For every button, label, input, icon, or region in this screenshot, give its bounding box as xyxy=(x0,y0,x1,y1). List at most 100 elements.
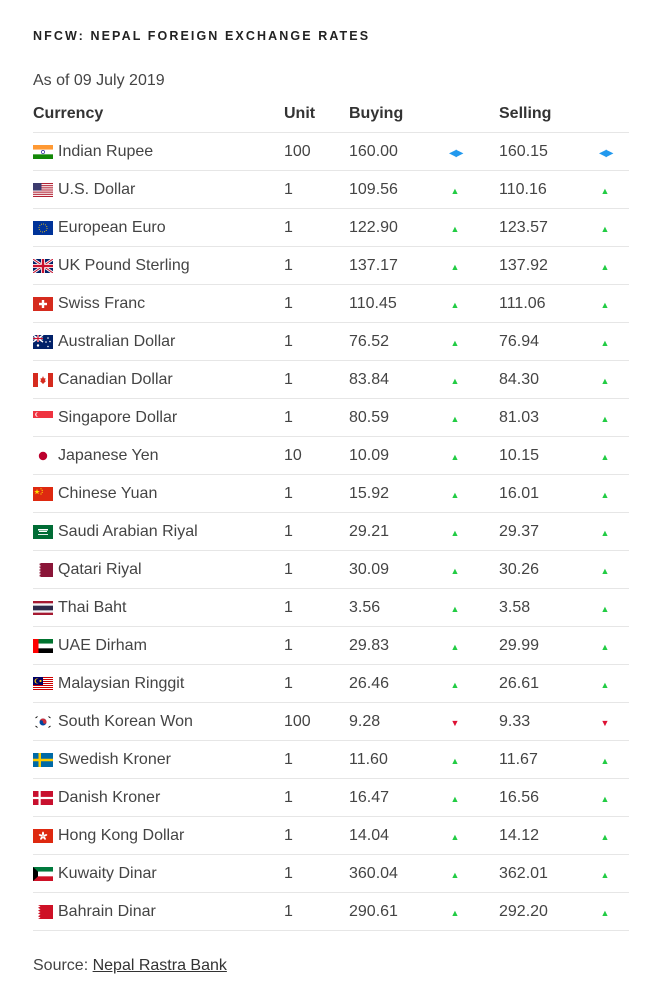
currency-name: Swedish Kroner xyxy=(58,750,171,768)
kuwait-flag-icon xyxy=(33,866,53,881)
trend-up-icon: ▲ xyxy=(450,527,460,538)
currency-cell: Qatari Riyal xyxy=(33,550,284,589)
selling-cell: 9.33 xyxy=(499,702,599,741)
trend-up-icon: ▲ xyxy=(450,679,460,690)
trend-up-icon: ▲ xyxy=(450,489,460,500)
table-row: Kuwaity Dinar 1 360.04 ▲ 362.01 ▲ xyxy=(33,854,629,893)
table-row: Japanese Yen 10 10.09 ▲ 10.15 ▲ xyxy=(33,436,629,475)
selling-cell: 29.37 xyxy=(499,512,599,551)
japan-flag-icon xyxy=(33,448,53,463)
trend-up-icon: ▲ xyxy=(600,261,610,272)
source-link[interactable]: Nepal Rastra Bank xyxy=(92,957,227,974)
selling-cell: 11.67 xyxy=(499,740,599,779)
currency-cell: Japanese Yen xyxy=(33,436,284,475)
trend-up-icon: ▲ xyxy=(600,527,610,538)
trend-same-icon: ◀▶ xyxy=(599,147,613,159)
selling-trend-cell: ▲ xyxy=(599,208,629,247)
header-currency: Currency xyxy=(33,96,284,133)
selling-trend-cell: ◀▶ xyxy=(599,132,629,171)
trend-up-icon: ▲ xyxy=(600,489,610,500)
unit-cell: 100 xyxy=(284,702,349,741)
source-label: Source: xyxy=(33,957,89,974)
buying-cell: 9.28 xyxy=(349,702,449,741)
currency-name: U.S. Dollar xyxy=(58,180,136,198)
buying-trend-cell: ▲ xyxy=(449,246,499,285)
buying-trend-cell: ▼ xyxy=(449,702,499,741)
trend-up-icon: ▲ xyxy=(600,679,610,690)
selling-trend-cell: ▲ xyxy=(599,246,629,285)
trend-up-icon: ▲ xyxy=(600,375,610,386)
currency-name: UAE Dirham xyxy=(58,636,147,654)
as-of-date: As of 09 July 2019 xyxy=(33,72,165,89)
buying-trend-cell: ▲ xyxy=(449,322,499,361)
swiss-flag-icon xyxy=(33,296,53,311)
table-row: Hong Kong Dollar 1 14.04 ▲ 14.12 ▲ xyxy=(33,816,629,855)
selling-cell: 123.57 xyxy=(499,208,599,247)
table-row: European Euro 1 122.90 ▲ 123.57 ▲ xyxy=(33,208,629,247)
selling-cell: 16.56 xyxy=(499,778,599,817)
currency-name: Malaysian Ringgit xyxy=(58,674,185,692)
unit-cell: 1 xyxy=(284,474,349,513)
buying-trend-cell: ▲ xyxy=(449,436,499,475)
selling-cell: 110.16 xyxy=(499,170,599,209)
trend-up-icon: ▲ xyxy=(450,907,460,918)
selling-trend-cell: ▲ xyxy=(599,892,629,931)
currency-cell: Saudi Arabian Riyal xyxy=(33,512,284,551)
currency-cell: Malaysian Ringgit xyxy=(33,664,284,703)
header-buying-trend xyxy=(449,96,499,133)
eu-flag-icon xyxy=(33,220,53,235)
currency-cell: Australian Dollar xyxy=(33,322,284,361)
currency-cell: Swedish Kroner xyxy=(33,740,284,779)
trend-up-icon: ▲ xyxy=(450,223,460,234)
thailand-flag-icon xyxy=(33,600,53,615)
saudi-flag-icon xyxy=(33,524,53,539)
trend-up-icon: ▲ xyxy=(450,831,460,842)
selling-cell: 16.01 xyxy=(499,474,599,513)
trend-up-icon: ▲ xyxy=(450,565,460,576)
unit-cell: 10 xyxy=(284,436,349,475)
selling-cell: 362.01 xyxy=(499,854,599,893)
trend-down-icon: ▼ xyxy=(450,717,460,728)
buying-cell: 16.47 xyxy=(349,778,449,817)
sweden-flag-icon xyxy=(33,752,53,767)
unit-cell: 1 xyxy=(284,512,349,551)
selling-cell: 137.92 xyxy=(499,246,599,285)
buying-cell: 137.17 xyxy=(349,246,449,285)
buying-trend-cell: ▲ xyxy=(449,778,499,817)
selling-trend-cell: ▲ xyxy=(599,778,629,817)
unit-cell: 1 xyxy=(284,892,349,931)
currency-cell: Hong Kong Dollar xyxy=(33,816,284,855)
qatar-flag-icon xyxy=(33,562,53,577)
unit-cell: 1 xyxy=(284,550,349,589)
buying-cell: 15.92 xyxy=(349,474,449,513)
unit-cell: 1 xyxy=(284,778,349,817)
trend-down-icon: ▼ xyxy=(600,717,610,728)
trend-up-icon: ▲ xyxy=(450,869,460,880)
trend-same-icon: ◀▶ xyxy=(449,147,463,159)
unit-cell: 1 xyxy=(284,664,349,703)
currency-name: Hong Kong Dollar xyxy=(58,826,185,844)
currency-cell: UAE Dirham xyxy=(33,626,284,665)
selling-trend-cell: ▲ xyxy=(599,512,629,551)
buying-cell: 10.09 xyxy=(349,436,449,475)
selling-trend-cell: ▲ xyxy=(599,322,629,361)
selling-cell: 10.15 xyxy=(499,436,599,475)
currency-cell: Singapore Dollar xyxy=(33,398,284,437)
selling-trend-cell: ▲ xyxy=(599,474,629,513)
buying-cell: 29.21 xyxy=(349,512,449,551)
trend-up-icon: ▲ xyxy=(450,185,460,196)
uae-flag-icon xyxy=(33,638,53,653)
trend-up-icon: ▲ xyxy=(450,299,460,310)
currency-cell: UK Pound Sterling xyxy=(33,246,284,285)
trend-up-icon: ▲ xyxy=(600,565,610,576)
source-line: Source: Nepal Rastra Bank xyxy=(33,957,227,975)
buying-cell: 122.90 xyxy=(349,208,449,247)
trend-up-icon: ▲ xyxy=(450,337,460,348)
trend-up-icon: ▲ xyxy=(450,451,460,462)
unit-cell: 1 xyxy=(284,170,349,209)
table-row: UK Pound Sterling 1 137.17 ▲ 137.92 ▲ xyxy=(33,246,629,285)
currency-cell: Kuwaity Dinar xyxy=(33,854,284,893)
unit-cell: 1 xyxy=(284,816,349,855)
trend-up-icon: ▲ xyxy=(600,223,610,234)
header-selling-trend xyxy=(599,96,629,133)
